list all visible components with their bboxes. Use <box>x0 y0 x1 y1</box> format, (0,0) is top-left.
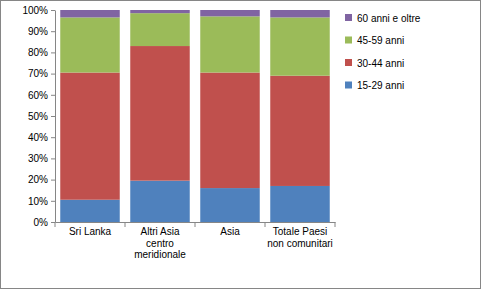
chart: 0% 10% 20% 30% 40% 50% 60% 70% 80% 90% 100% Sri Lan… <box>0 0 481 289</box>
legend-label: 30-44 anni <box>357 58 404 69</box>
bar <box>60 73 120 200</box>
y-tick: 40% <box>28 132 55 143</box>
series <box>60 10 330 17</box>
x-axis: Sri Lanka Altri Asiacentromeridionale Asia… <box>55 222 336 260</box>
y-tick: 60% <box>28 90 55 101</box>
bar <box>270 186 330 222</box>
y-tick-mark <box>51 137 55 138</box>
y-axis: 0% 10% 20% 30% 40% 50% 60% 70% 80% 90% 100% <box>22 5 55 228</box>
y-axis-line <box>55 11 56 223</box>
y-tick-label: 100% <box>22 5 48 16</box>
bar <box>270 17 330 75</box>
y-tick-mark <box>51 95 55 96</box>
bar <box>60 200 120 222</box>
y-tick-mark <box>51 180 55 181</box>
y-tick-label: 60% <box>28 90 48 101</box>
x-tick: Totale Paesinon comunitari <box>267 226 333 249</box>
bar <box>60 10 120 17</box>
y-tick-mark <box>51 31 55 32</box>
y-tick-mark <box>51 158 55 159</box>
bar <box>130 46 190 181</box>
x-separator <box>195 222 196 227</box>
bar <box>130 181 190 222</box>
y-tick-label: 40% <box>28 132 48 143</box>
legend-swatch <box>345 37 352 44</box>
y-tick-label: 20% <box>28 174 48 185</box>
legend: 60 anni e oltre 45-59 anni 30-44 anni 15-29… <box>345 13 421 92</box>
y-tick: 0% <box>34 217 55 228</box>
y-tick-label: 70% <box>28 68 48 79</box>
legend-swatch <box>345 82 352 89</box>
bar <box>270 76 330 186</box>
y-tick-mark <box>51 10 55 11</box>
y-tick-label: 10% <box>28 196 48 207</box>
y-tick: 20% <box>28 174 55 185</box>
series <box>60 13 330 76</box>
chart-frame <box>1 1 481 289</box>
x-tick: Asia <box>220 226 240 237</box>
x-tick-label: Sri Lanka <box>69 226 112 237</box>
y-tick-mark <box>51 201 55 202</box>
x-tick: Sri Lanka <box>69 226 112 237</box>
y-tick-label: 80% <box>28 47 48 58</box>
x-tick-label: Asia <box>220 226 240 237</box>
bar <box>270 10 330 17</box>
y-tick: 80% <box>28 47 55 58</box>
bar <box>130 10 190 13</box>
x-separator <box>265 222 266 227</box>
y-tick: 100% <box>22 5 55 16</box>
y-tick-label: 30% <box>28 153 48 164</box>
x-separator <box>125 222 126 227</box>
y-tick-mark <box>51 74 55 75</box>
legend-label: 60 anni e oltre <box>357 13 421 24</box>
x-tick-label: Totale Paesinon comunitari <box>267 226 333 249</box>
bar <box>200 16 260 72</box>
x-tick-label: Altri Asiacentromeridionale <box>134 226 186 260</box>
legend-label: 45-59 anni <box>357 35 404 46</box>
y-tick-label: 50% <box>28 111 48 122</box>
y-tick: 90% <box>28 26 55 37</box>
y-tick-mark <box>51 52 55 53</box>
y-tick-mark <box>51 116 55 117</box>
bar <box>200 73 260 189</box>
y-tick-label: 90% <box>28 26 48 37</box>
y-tick: 70% <box>28 68 55 79</box>
bar <box>130 13 190 46</box>
bar <box>60 17 120 72</box>
legend-swatch <box>345 59 352 66</box>
legend-swatch <box>345 14 352 21</box>
bars <box>60 10 330 222</box>
y-tick-mark <box>51 222 55 223</box>
y-tick: 50% <box>28 111 55 122</box>
x-tick: Altri Asiacentromeridionale <box>134 226 186 260</box>
x-separator <box>335 222 336 227</box>
bar <box>200 10 260 16</box>
legend-label: 15-29 anni <box>357 80 404 91</box>
y-tick: 10% <box>28 196 55 207</box>
y-tick: 30% <box>28 153 55 164</box>
y-tick-label: 0% <box>34 217 49 228</box>
bar <box>200 188 260 222</box>
x-separator <box>55 222 56 227</box>
